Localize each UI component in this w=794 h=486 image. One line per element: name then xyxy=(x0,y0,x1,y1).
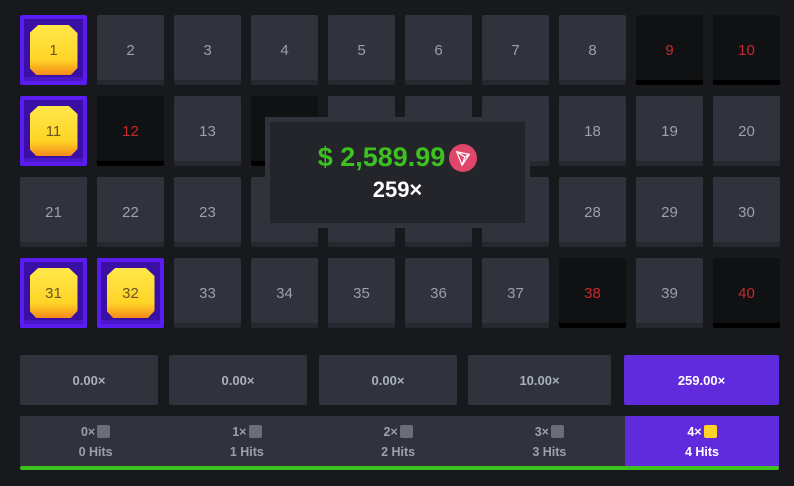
gem-icon: 1 xyxy=(29,25,78,75)
tile-11[interactable]: 11 xyxy=(20,96,87,166)
tile-20[interactable]: 20 xyxy=(713,96,780,166)
tile-8[interactable]: 8 xyxy=(559,15,626,85)
tile-39[interactable]: 39 xyxy=(636,258,703,328)
tile-number: 22 xyxy=(122,203,139,221)
win-amount: $ 2,589.99 xyxy=(317,142,446,172)
hits-bar: 0× 0 Hits 1× 1 Hits 2× 2 Hits 3× 3 Hits 4× 4 Hits xyxy=(20,416,779,467)
tile-number: 8 xyxy=(588,41,597,59)
hit-0: 0× 0 Hits xyxy=(20,416,171,467)
tile-29[interactable]: 29 xyxy=(636,177,703,247)
hit-multiplier: 0× xyxy=(80,424,96,439)
hit-label: 3 Hits xyxy=(532,444,567,459)
gem-icon: 31 xyxy=(29,268,78,318)
tile-32[interactable]: 32 xyxy=(97,258,164,328)
tile-1[interactable]: 1 xyxy=(20,15,87,85)
tron-icon xyxy=(449,143,478,172)
tile-number: 28 xyxy=(584,203,601,221)
win-multiplier: 259× xyxy=(372,177,423,202)
tile-35[interactable]: 35 xyxy=(328,258,395,328)
tile-number: 38 xyxy=(584,284,601,302)
tile-icon xyxy=(248,424,262,438)
tile-19[interactable]: 19 xyxy=(636,96,703,166)
tile-number: 23 xyxy=(199,203,216,221)
tile-number: 33 xyxy=(199,284,216,302)
tile-number: 5 xyxy=(357,41,366,59)
tile-number: 29 xyxy=(661,203,678,221)
progress-bar xyxy=(20,466,779,470)
tile-number: 20 xyxy=(738,122,755,140)
tile-number: 10 xyxy=(738,41,755,59)
tile-9[interactable]: 9 xyxy=(636,15,703,85)
tile-number: 35 xyxy=(353,284,370,302)
hit-2: 2× 2 Hits xyxy=(323,416,474,467)
tile-31[interactable]: 31 xyxy=(20,258,87,328)
tile-7[interactable]: 7 xyxy=(482,15,549,85)
tile-number: 1 xyxy=(49,41,58,59)
hit-label: 1 Hits xyxy=(229,444,264,459)
tile-number: 6 xyxy=(434,41,443,59)
gem-icon: 32 xyxy=(106,268,155,318)
tile-number: 19 xyxy=(661,122,678,140)
tile-number: 36 xyxy=(430,284,447,302)
hit-4: 4× 4 Hits xyxy=(625,416,779,467)
tile-30[interactable]: 30 xyxy=(713,177,780,247)
tile-icon xyxy=(399,424,413,438)
tile-21[interactable]: 21 xyxy=(20,177,87,247)
payout-4: 259.00× xyxy=(624,355,779,405)
tile-number: 7 xyxy=(511,41,520,59)
tile-28[interactable]: 28 xyxy=(559,177,626,247)
hit-label: 0 Hits xyxy=(78,444,113,459)
tile-number: 39 xyxy=(661,284,678,302)
tile-number: 31 xyxy=(45,284,62,302)
tile-number: 12 xyxy=(122,122,139,140)
tile-36[interactable]: 36 xyxy=(405,258,472,328)
tile-5[interactable]: 5 xyxy=(328,15,395,85)
tile-3[interactable]: 3 xyxy=(174,15,241,85)
tile-number: 3 xyxy=(203,41,212,59)
tile-number: 4 xyxy=(280,41,289,59)
hit-1: 1× 1 Hits xyxy=(171,416,322,467)
hit-label: 4 Hits xyxy=(684,444,720,459)
win-popup: $ 2,589.99 259× xyxy=(265,117,530,228)
tile-number: 34 xyxy=(276,284,293,302)
tile-18[interactable]: 18 xyxy=(559,96,626,166)
tile-number: 2 xyxy=(126,41,135,59)
tile-2[interactable]: 2 xyxy=(97,15,164,85)
hit-multiplier: 1× xyxy=(232,424,247,439)
gem-icon xyxy=(703,424,717,438)
tile-number: 18 xyxy=(584,122,601,140)
tile-38[interactable]: 38 xyxy=(559,258,626,328)
hit-multiplier: 3× xyxy=(534,424,549,439)
tile-23[interactable]: 23 xyxy=(174,177,241,247)
tile-40[interactable]: 40 xyxy=(713,258,780,328)
tile-number: 11 xyxy=(45,122,62,140)
hit-label: 2 Hits xyxy=(381,444,416,459)
tile-icon xyxy=(551,424,564,438)
tile-10[interactable]: 10 xyxy=(713,15,780,85)
tile-12[interactable]: 12 xyxy=(97,96,164,166)
tile-number: 21 xyxy=(45,203,62,221)
tile-number: 9 xyxy=(665,41,674,59)
tile-22[interactable]: 22 xyxy=(97,177,164,247)
tile-4[interactable]: 4 xyxy=(251,15,318,85)
tile-icon xyxy=(97,424,111,438)
tile-13[interactable]: 13 xyxy=(174,96,241,166)
hit-multiplier: 4× xyxy=(687,424,702,439)
tile-number: 37 xyxy=(507,284,524,302)
hit-multiplier: 2× xyxy=(383,424,398,439)
tile-34[interactable]: 34 xyxy=(251,258,318,328)
tile-number: 32 xyxy=(122,284,139,302)
payout-0: 0.00× xyxy=(20,355,158,405)
tile-number: 40 xyxy=(738,284,755,302)
tile-37[interactable]: 37 xyxy=(482,258,549,328)
tile-33[interactable]: 33 xyxy=(174,258,241,328)
payout-2: 0.00× xyxy=(319,355,457,405)
tile-6[interactable]: 6 xyxy=(405,15,472,85)
hit-3: 3× 3 Hits xyxy=(474,416,625,467)
gem-icon: 11 xyxy=(29,106,78,156)
payout-3: 10.00× xyxy=(468,355,611,405)
tile-number: 30 xyxy=(738,203,755,221)
payout-1: 0.00× xyxy=(169,355,307,405)
tile-number: 13 xyxy=(199,122,216,140)
